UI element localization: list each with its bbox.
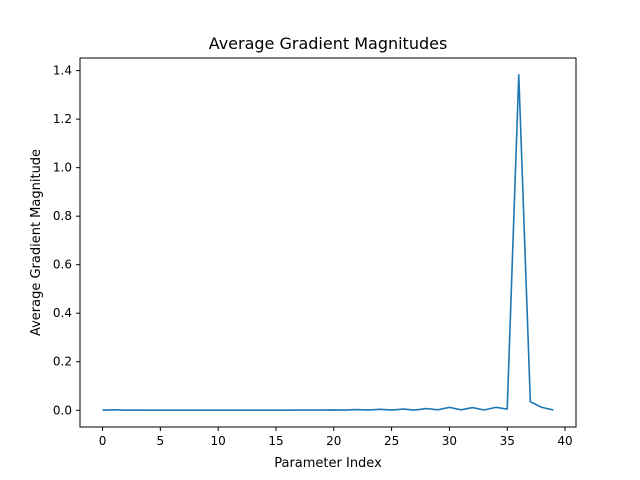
y-tick-label: 1.0 bbox=[53, 161, 72, 175]
x-tick-label: 25 bbox=[384, 434, 399, 448]
y-tick-label: 0.4 bbox=[53, 306, 72, 320]
x-tick-label: 10 bbox=[211, 434, 226, 448]
y-tick-label: 0.0 bbox=[53, 403, 72, 417]
axes-frame bbox=[79, 57, 577, 428]
x-axis-label: Parameter Index bbox=[274, 456, 382, 471]
y-tick-label: 0.8 bbox=[53, 209, 72, 223]
x-tick-label: 0 bbox=[99, 434, 107, 448]
x-tick-label: 35 bbox=[500, 434, 515, 448]
y-axis-label: Average Gradient Magnitude bbox=[29, 149, 44, 336]
x-tick-label: 15 bbox=[268, 434, 283, 448]
y-tick-label: 1.2 bbox=[53, 112, 72, 126]
series-line bbox=[102, 73, 554, 412]
chart-title: Average Gradient Magnitudes bbox=[209, 34, 448, 53]
y-tick-label: 1.4 bbox=[53, 64, 72, 78]
y-axis-ticks: 0.0 0.2 0.4 0.6 0.8 1.0 1.2 1.4 bbox=[53, 64, 80, 417]
y-tick-label: 0.2 bbox=[53, 355, 72, 369]
y-tick-label: 0.6 bbox=[53, 258, 72, 272]
x-tick-label: 30 bbox=[442, 434, 457, 448]
x-tick-label: 20 bbox=[326, 434, 341, 448]
x-tick-label: 40 bbox=[557, 434, 572, 448]
x-axis-ticks: 0 5 10 15 20 25 30 35 40 bbox=[99, 427, 573, 448]
plot-area: 0 5 10 15 20 25 30 35 40 0.0 0.2 0.4 0.6 0.8 1.0 1.2 1.… bbox=[53, 57, 577, 448]
x-tick-label: 5 bbox=[157, 434, 165, 448]
